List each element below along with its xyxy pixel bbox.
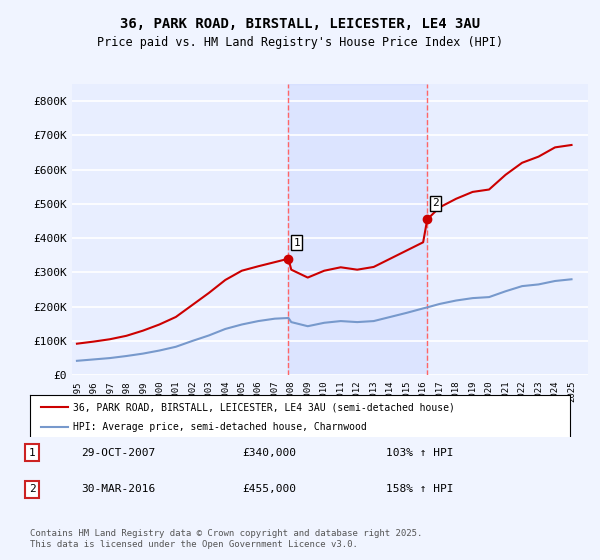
Text: 36, PARK ROAD, BIRSTALL, LEICESTER, LE4 3AU: 36, PARK ROAD, BIRSTALL, LEICESTER, LE4 …: [120, 17, 480, 31]
Text: 30-MAR-2016: 30-MAR-2016: [81, 484, 155, 494]
Text: £455,000: £455,000: [242, 484, 296, 494]
Text: 158% ↑ HPI: 158% ↑ HPI: [386, 484, 454, 494]
Text: 1: 1: [293, 237, 300, 248]
Text: 1: 1: [29, 448, 35, 458]
Text: Contains HM Land Registry data © Crown copyright and database right 2025.
This d: Contains HM Land Registry data © Crown c…: [30, 529, 422, 549]
Text: HPI: Average price, semi-detached house, Charnwood: HPI: Average price, semi-detached house,…: [73, 422, 367, 432]
Text: £340,000: £340,000: [242, 448, 296, 458]
Text: 103% ↑ HPI: 103% ↑ HPI: [386, 448, 454, 458]
Text: 36, PARK ROAD, BIRSTALL, LEICESTER, LE4 3AU (semi-detached house): 36, PARK ROAD, BIRSTALL, LEICESTER, LE4 …: [73, 402, 455, 412]
Text: 29-OCT-2007: 29-OCT-2007: [81, 448, 155, 458]
Bar: [289, 84, 427, 375]
Text: Price paid vs. HM Land Registry's House Price Index (HPI): Price paid vs. HM Land Registry's House …: [97, 36, 503, 49]
Text: 2: 2: [432, 198, 439, 208]
Text: 2: 2: [29, 484, 35, 494]
